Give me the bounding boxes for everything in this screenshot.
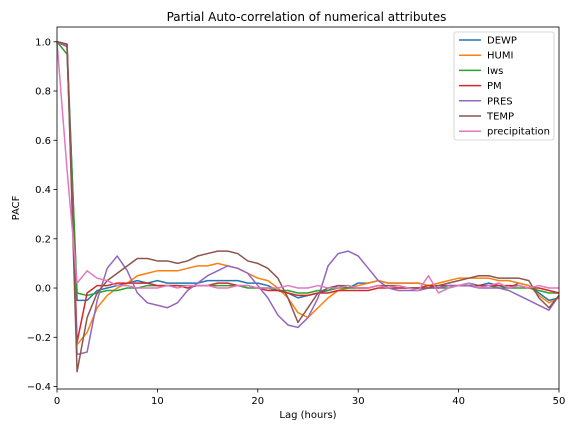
legend-label-temp: TEMP [486, 112, 514, 123]
y-tick-label: −0.4 [27, 382, 51, 393]
y-tick-label: 0.6 [35, 136, 51, 147]
y-tick-label: 0.0 [35, 284, 51, 295]
series-line-precipitation [56, 41, 559, 294]
x-tick-label: 0 [54, 396, 60, 407]
legend-box [453, 31, 555, 141]
legend-label-precipitation: precipitation [487, 127, 550, 138]
legend-label-pm: PM [487, 81, 502, 92]
legend-label-humi: HUMI [487, 51, 513, 62]
y-tick-label: 0.8 [35, 87, 51, 98]
plot-frame [56, 26, 560, 390]
legend-label-dewp: DEWP [487, 36, 517, 47]
x-tick-label: 30 [352, 396, 365, 407]
y-tick-label: 0.4 [35, 185, 51, 196]
chart-title: Partial Auto-correlation of numerical at… [167, 10, 447, 24]
series-line-temp [56, 41, 560, 373]
legend: DEWP HUMI Iws PM PRES TEMP precipitation [453, 31, 555, 141]
x-tick-label: 20 [251, 396, 264, 407]
legend-label-pres: PRES [487, 96, 513, 107]
y-axis-ticks: −0.4 −0.2 0.0 0.2 0.4 0.6 0.8 1.0 [27, 37, 57, 393]
x-tick-label: 40 [452, 396, 465, 407]
series-layer [56, 41, 560, 373]
x-axis-ticks: 0 10 20 30 40 50 [54, 389, 566, 407]
x-tick-label: 50 [553, 396, 566, 407]
y-tick-label: 0.2 [35, 234, 51, 245]
legend-label-iws: Iws [487, 66, 503, 77]
x-tick-label: 10 [151, 396, 164, 407]
y-axis-label: PACF [11, 195, 22, 220]
y-tick-label: 1.0 [35, 37, 51, 48]
x-axis-label: Lag (hours) [279, 410, 336, 421]
y-tick-label: −0.2 [27, 333, 51, 344]
